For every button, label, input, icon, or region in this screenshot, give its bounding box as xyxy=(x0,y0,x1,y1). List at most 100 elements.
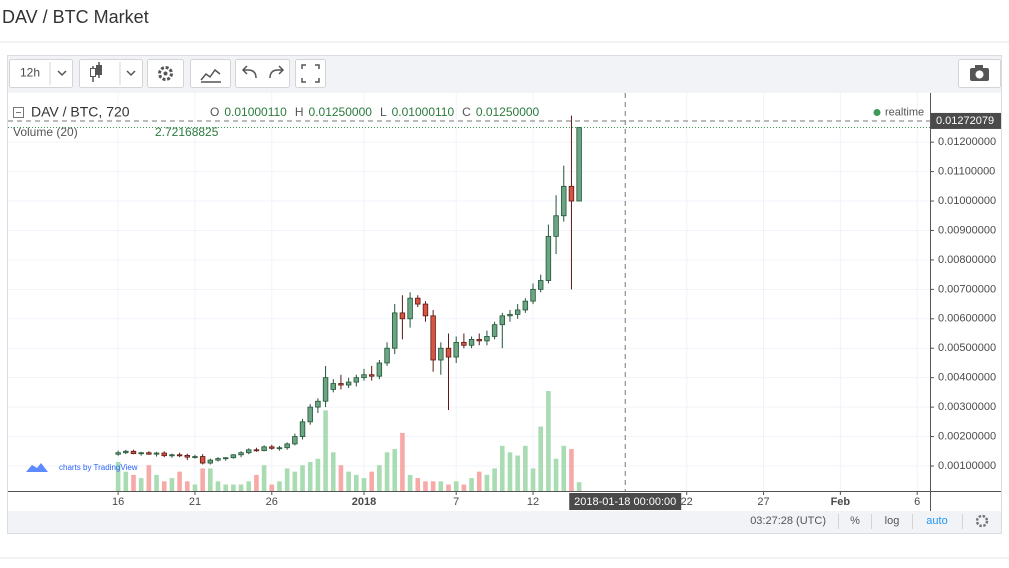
y-tick-label: 0.00100000 xyxy=(938,460,996,472)
plot-area xyxy=(8,93,930,491)
symbol-label: DAV / BTC, 720 xyxy=(31,104,130,120)
interval-button[interactable] xyxy=(9,59,73,88)
candle-body xyxy=(361,374,367,379)
volume-bar xyxy=(438,481,444,491)
interval-label: 12h xyxy=(20,66,40,80)
ohlc-value: 0.01000110 xyxy=(224,105,287,119)
candle-body xyxy=(330,383,336,390)
clock: 03:27:28 (UTC) xyxy=(750,515,826,527)
ohlc-value: 0.01250000 xyxy=(309,105,373,119)
volume-bar xyxy=(377,465,382,491)
x-tick-label: 27 xyxy=(757,496,769,508)
candle-body xyxy=(176,454,183,457)
candle-body xyxy=(123,450,129,454)
candle-body xyxy=(568,185,575,202)
candle-body xyxy=(169,454,175,457)
volume-bar xyxy=(507,452,513,491)
candle-body xyxy=(522,300,529,311)
candle-body xyxy=(576,127,582,202)
volume-bar xyxy=(553,458,559,491)
candle-body xyxy=(507,313,513,317)
volume-bar xyxy=(177,471,182,491)
log-button[interactable]: log xyxy=(885,515,900,527)
percent-button[interactable]: % xyxy=(850,515,860,527)
y-tick-label: 0.00400000 xyxy=(938,372,996,384)
volume-bar xyxy=(123,471,129,491)
x-tick-label: 7 xyxy=(453,496,459,508)
volume-bar xyxy=(453,481,459,491)
volume-bar xyxy=(254,474,259,491)
volume-bar xyxy=(184,481,190,491)
candle-body xyxy=(461,341,467,346)
fullscreen-button[interactable] xyxy=(295,59,326,88)
volume-bar xyxy=(154,474,159,491)
candle-body xyxy=(261,446,267,452)
tradingview-logo xyxy=(26,463,48,472)
candle-body xyxy=(230,454,237,459)
ohlc-key: C xyxy=(462,105,471,119)
volume-bar xyxy=(476,471,482,491)
settings-icon[interactable] xyxy=(975,514,989,528)
volume-bar xyxy=(346,471,351,491)
last-price-tag xyxy=(931,112,1001,129)
candle-body xyxy=(561,185,567,217)
volume-bar xyxy=(330,452,336,491)
undo-redo-button[interactable] xyxy=(235,59,290,88)
y-tick-label: 0.00800000 xyxy=(938,254,996,266)
x-tick-label: 21 xyxy=(189,496,201,508)
ohlc-key: O xyxy=(210,105,219,119)
chart-style-button[interactable] xyxy=(79,59,143,88)
volume-bar xyxy=(561,445,567,491)
volume-bar xyxy=(323,410,328,491)
volume-bar xyxy=(223,484,228,491)
auto-button[interactable]: auto xyxy=(926,515,947,527)
indicators-button[interactable] xyxy=(190,59,231,88)
volume-bar xyxy=(461,484,467,491)
volume-bar xyxy=(161,481,167,491)
candle-body xyxy=(130,450,137,455)
realtime-label: realtime xyxy=(885,106,924,118)
volume-bar xyxy=(423,481,428,491)
candle-body xyxy=(192,456,198,458)
y-tick-label: 0.00300000 xyxy=(938,401,996,413)
volume-bar xyxy=(315,458,321,491)
candle-body xyxy=(199,456,206,464)
volume-bar xyxy=(354,474,359,491)
candle-body xyxy=(222,457,229,460)
candle-body xyxy=(115,452,121,455)
candle-body xyxy=(438,347,444,361)
x-tick-label: 16 xyxy=(112,496,124,508)
dropdown-icon xyxy=(57,70,67,77)
volume-bar xyxy=(200,468,205,491)
x-tick-label: 22 xyxy=(681,496,693,508)
volume-bar xyxy=(484,474,490,491)
candle-body xyxy=(484,336,490,342)
candle-body xyxy=(430,315,436,361)
volume-bar xyxy=(546,391,551,491)
toolbar: 12h xyxy=(9,59,1001,88)
volume-bar xyxy=(407,474,413,491)
redo-icon xyxy=(269,65,285,79)
page-title: DAV / BTC Market xyxy=(2,7,149,27)
candle-body xyxy=(253,449,260,452)
ohlc-key: L xyxy=(380,105,387,119)
volume-bar xyxy=(469,478,474,491)
volume-bar xyxy=(261,465,267,491)
x-tick-label: 26 xyxy=(266,496,278,508)
volume-bar xyxy=(415,478,421,491)
candle-body xyxy=(445,347,452,358)
volume-bar xyxy=(338,465,344,491)
y-tick-label: 0.00200000 xyxy=(938,430,996,442)
candle-body xyxy=(553,215,559,237)
candle-body xyxy=(299,421,306,437)
candle-body xyxy=(138,452,144,455)
gear-icon xyxy=(163,71,168,76)
candle-body xyxy=(476,338,482,342)
candle-body xyxy=(315,400,321,408)
ohlc-value: 0.01000110 xyxy=(392,105,455,119)
candle-body xyxy=(207,459,214,464)
candle-body xyxy=(376,362,383,377)
undo-icon xyxy=(241,65,257,79)
y-tick-label: 0.01200000 xyxy=(938,136,996,148)
